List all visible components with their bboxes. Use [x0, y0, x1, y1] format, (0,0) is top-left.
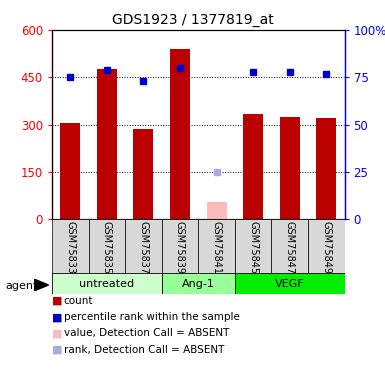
Text: GSM75845: GSM75845: [248, 221, 258, 274]
Text: percentile rank within the sample: percentile rank within the sample: [64, 312, 239, 322]
Text: rank, Detection Call = ABSENT: rank, Detection Call = ABSENT: [64, 345, 224, 354]
Bar: [170, 49, 190, 219]
Text: GSM75847: GSM75847: [285, 221, 295, 274]
Bar: [206, 202, 227, 219]
Polygon shape: [34, 279, 49, 291]
Bar: [52, 273, 162, 294]
Bar: [60, 123, 80, 219]
Bar: [133, 129, 154, 219]
Text: ■: ■: [52, 345, 62, 354]
Bar: [235, 273, 345, 294]
Bar: [235, 219, 271, 274]
Bar: [162, 273, 235, 294]
Text: untreated: untreated: [79, 279, 134, 289]
Bar: [162, 219, 198, 274]
Bar: [125, 219, 162, 274]
Bar: [316, 118, 336, 219]
Text: GDS1923 / 1377819_at: GDS1923 / 1377819_at: [112, 13, 273, 27]
Bar: [271, 219, 308, 274]
Text: GSM75839: GSM75839: [175, 221, 185, 274]
Text: GSM75841: GSM75841: [212, 221, 221, 274]
Text: GSM75835: GSM75835: [102, 221, 112, 274]
Text: ■: ■: [52, 328, 62, 338]
Bar: [198, 219, 235, 274]
Text: GSM75837: GSM75837: [139, 221, 148, 274]
Bar: [308, 219, 345, 274]
Bar: [243, 114, 263, 219]
Text: Ang-1: Ang-1: [182, 279, 215, 289]
Text: VEGF: VEGF: [275, 279, 305, 289]
Text: ■: ■: [52, 296, 62, 306]
Bar: [52, 219, 89, 274]
Bar: [280, 117, 300, 219]
Bar: [89, 219, 125, 274]
Text: agent: agent: [6, 281, 38, 291]
Text: count: count: [64, 296, 93, 306]
Text: GSM75833: GSM75833: [65, 221, 75, 274]
Text: GSM75849: GSM75849: [321, 221, 331, 274]
Text: ■: ■: [52, 312, 62, 322]
Text: value, Detection Call = ABSENT: value, Detection Call = ABSENT: [64, 328, 229, 338]
Bar: [97, 69, 117, 219]
